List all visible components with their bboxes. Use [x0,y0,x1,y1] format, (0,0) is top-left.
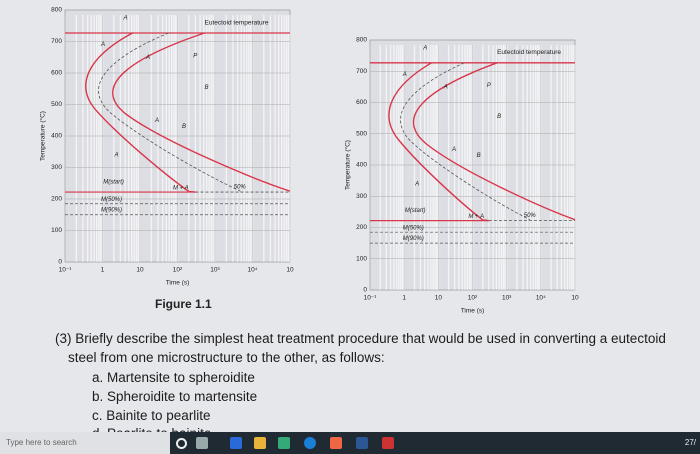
region-label: A [114,152,119,158]
y-tick-label: 300 [51,164,62,171]
region-label: B [205,85,209,91]
app-icon[interactable] [230,437,242,449]
eutectoid-label: Eutectoid temperature [497,49,561,56]
app-icon[interactable] [382,437,394,449]
x-tick-label: 10 [435,295,443,302]
fifty-percent-curve [98,32,241,192]
fifty-percent-curve [400,62,531,221]
region-label: A [100,42,105,48]
search-box[interactable]: Type here to search [0,432,170,454]
y-tick-label: 0 [363,287,367,294]
app-icon[interactable] [254,437,266,449]
region-label: M(90%) [101,208,122,214]
start-curve [388,62,489,222]
app-icon[interactable] [330,437,342,449]
list-item: a. Martensite to spheroidite [92,370,255,385]
cortana-icon[interactable] [176,438,187,449]
y-tick-label: 300 [356,193,367,200]
x-tick-label: 10 [571,295,579,302]
region-label: B [477,153,481,159]
question-text: (3) Briefly describe the simplest heat t… [55,331,666,346]
region-label: A [145,55,150,61]
figure-caption: Figure 1.1 [155,297,212,311]
y-tick-label: 400 [51,133,62,140]
figures: Figure 1.1 Eutectoid temperature A A A P B A B A… [39,7,579,315]
x-tick-label: 1 [101,267,105,274]
region-label: B [497,114,501,120]
taskview-icon[interactable] [196,437,208,449]
x-tick-label: 10² [173,267,183,274]
x-tick-label: 10⁴ [247,267,257,274]
region-label: P [193,53,197,59]
region-label: M(50%) [403,226,424,232]
region-label: A [451,147,456,153]
region-label: 50% [524,213,537,219]
y-tick-label: 800 [51,7,62,14]
finish-curve [412,62,576,221]
region-label: B [182,124,186,130]
y-tick-label: 100 [51,227,62,234]
app-icon[interactable] [356,437,368,449]
x-tick-label: 10⁻¹ [364,295,378,302]
x-tick-label: 10 [136,267,144,274]
finish-curve [112,32,291,192]
y-tick-label: 700 [51,38,62,45]
app-icon[interactable] [304,437,316,449]
region-label: P [487,83,491,89]
region-label: A [443,84,448,90]
y-tick-label: 800 [356,37,367,44]
app-icon[interactable] [278,437,290,449]
eutectoid-label: Eutectoid temperature [205,19,269,26]
region-label: M(50%) [101,197,122,203]
x-tick-label: 10 [286,267,294,274]
x-tick-label: 10⁻¹ [59,267,73,274]
list-item: d. Pearlite to bainite [92,426,211,432]
y-tick-label: 500 [356,130,367,137]
region-label: 50% [234,185,247,191]
y-tick-label: 200 [356,224,367,231]
x-axis-label: Time (s) [166,280,190,287]
y-tick-label: 0 [58,259,62,266]
x-tick-label: 10² [468,295,478,302]
ttt-diagram: Eutectoid temperature A A A P B A B A M(start) M +… [39,7,294,287]
x-tick-label: 10⁴ [536,295,546,302]
region-label: A [154,118,159,124]
x-tick-label: 10³ [502,295,512,302]
region-label: M(start) [103,179,124,185]
region-label: A [414,181,419,187]
region-label: M(90%) [403,236,424,242]
y-tick-label: 200 [51,196,62,203]
y-axis-label: Temperature (°C) [39,111,47,161]
y-axis-label: Temperature (°C) [344,140,352,190]
region-label: M + A [468,214,484,220]
ttt-diagram: Eutectoid temperature A A A P B A B A M(start) M +… [344,37,579,315]
y-tick-label: 400 [356,162,367,169]
y-tick-label: 600 [51,70,62,77]
x-axis-label: Time (s) [461,308,485,315]
y-tick-label: 600 [356,99,367,106]
region-label: A [422,45,427,51]
list-item: b. Spheroidite to martensite [92,389,258,404]
region-label: M(start) [405,208,426,214]
question-text: steel from one microstructure to the oth… [68,350,385,365]
region-label: A [402,72,407,78]
y-tick-label: 700 [356,68,367,75]
clock: 27/ [684,438,696,447]
y-tick-label: 100 [356,255,367,262]
taskbar: Type here to search 27/ [0,432,700,454]
x-tick-label: 1 [402,295,406,302]
region-label: M + A [173,186,189,192]
start-curve [85,32,196,193]
x-tick-label: 10³ [210,267,220,274]
list-item: c. Bainite to pearlite [92,408,211,423]
region-label: A [123,15,128,21]
y-tick-label: 500 [51,101,62,108]
